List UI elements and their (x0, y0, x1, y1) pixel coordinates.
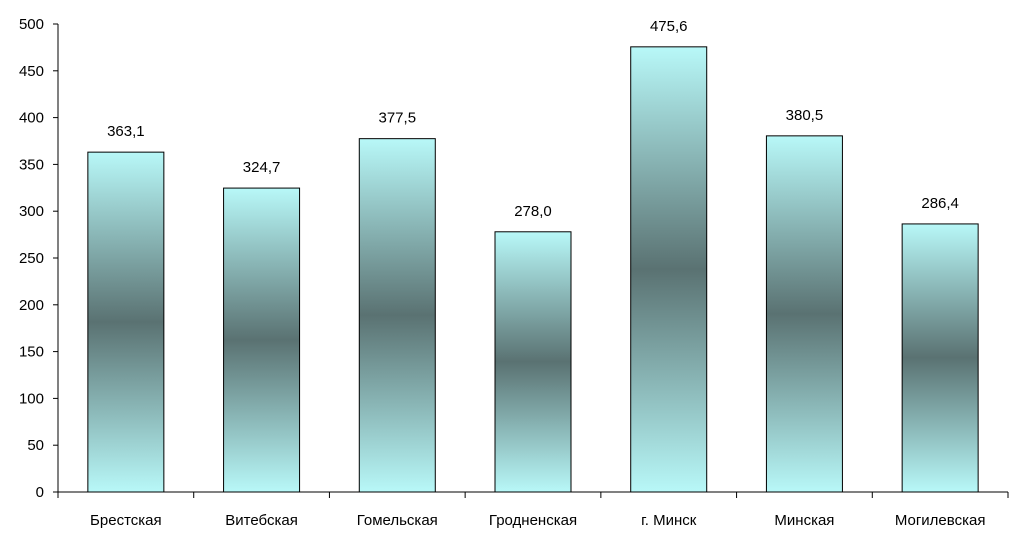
y-tick-label: 150 (19, 344, 44, 361)
bar (494, 231, 572, 493)
y-tick-label: 350 (19, 156, 44, 173)
x-tick-label: Могилевская (895, 512, 986, 529)
y-tick-label: 300 (19, 203, 44, 220)
axes: 0 50 100 150 200 250 300 350 400 450 500 (19, 16, 1009, 501)
y-tick-label: 0 (36, 484, 44, 501)
data-label: 377,5 (379, 110, 417, 127)
bar (87, 151, 165, 493)
bar (223, 187, 301, 493)
data-label: 286,4 (921, 195, 959, 212)
bar (765, 135, 843, 493)
data-label: 380,5 (786, 107, 824, 124)
x-tick-label: Минская (774, 512, 834, 529)
bar (630, 46, 708, 493)
y-tick-label: 100 (19, 390, 44, 407)
y-tick-label: 450 (19, 63, 44, 80)
data-label: 475,6 (650, 18, 688, 35)
x-tick-label: Витебская (225, 512, 298, 529)
data-label: 324,7 (243, 159, 281, 176)
y-tick-label: 50 (27, 437, 44, 454)
bar (358, 138, 436, 493)
y-tick-label: 200 (19, 297, 44, 314)
x-tick-label: г. Минск (641, 512, 697, 529)
labels: 363,1 Брестская 324,7 Витебская 377,5 Гомельс… (90, 18, 985, 529)
data-label: 278,0 (514, 203, 552, 220)
x-tick-label: Брестская (90, 512, 162, 529)
bars (87, 46, 979, 493)
y-tick-label: 400 (19, 110, 44, 127)
bar (901, 223, 979, 493)
y-tick-label: 250 (19, 250, 44, 267)
x-tick-label: Гомельская (357, 512, 438, 529)
data-label: 363,1 (107, 123, 145, 140)
y-tick-label: 500 (19, 16, 44, 33)
x-tick-label: Гродненская (489, 512, 577, 529)
